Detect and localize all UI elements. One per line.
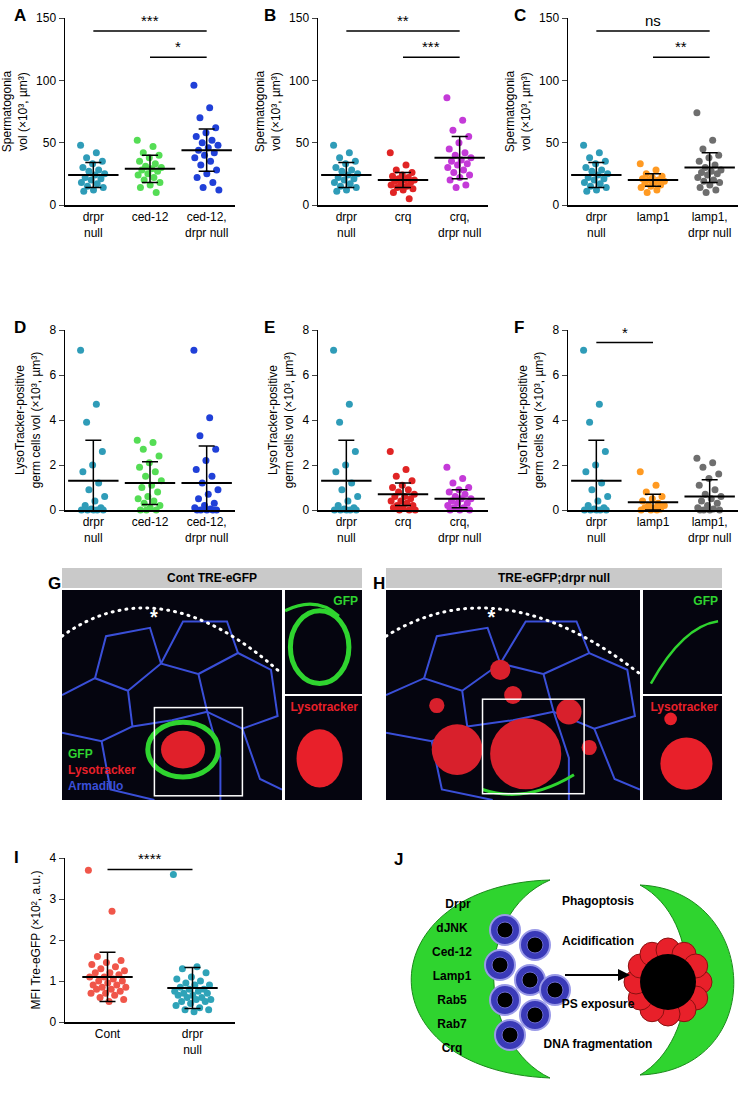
svg-text:ced-12,drpr null: ced-12,drpr null [185, 515, 228, 545]
svg-text:Rab7: Rab7 [437, 1017, 467, 1031]
svg-text:LysoTracker-positivegerm cells: LysoTracker-positivegerm cells vol (×10³… [266, 352, 296, 489]
svg-text:J: J [394, 850, 403, 869]
svg-text:0: 0 [552, 503, 559, 517]
svg-text:DNA fragmentation: DNA fragmentation [544, 1037, 653, 1051]
svg-text:lamp1,drpr null: lamp1,drpr null [688, 210, 731, 240]
svg-text:100: 100 [539, 74, 559, 88]
svg-text:0: 0 [302, 198, 309, 212]
svg-text:Spermatogoniavol (×10³, µm³): Spermatogoniavol (×10³, µm³) [0, 70, 30, 152]
svg-text:150: 150 [36, 11, 56, 25]
svg-text:ced-12: ced-12 [132, 515, 169, 529]
svg-text:4: 4 [302, 413, 309, 427]
svg-text:drprnull: drprnull [83, 515, 104, 545]
svg-text:Acidification: Acidification [562, 934, 634, 948]
svg-text:Rab5: Rab5 [437, 993, 467, 1007]
svg-text:Lamp1: Lamp1 [433, 969, 472, 983]
svg-text:**: ** [397, 12, 409, 29]
svg-text:Lysotracker: Lysotracker [68, 763, 136, 777]
svg-text:150: 150 [289, 11, 309, 25]
svg-text:C: C [514, 6, 526, 25]
svg-text:crq: crq [395, 210, 412, 224]
svg-text:6: 6 [302, 368, 309, 382]
svg-text:drprnull: drprnull [83, 210, 104, 240]
svg-text:Cont: Cont [95, 1027, 121, 1041]
svg-text:0: 0 [552, 198, 559, 212]
svg-text:LysoTracker-positivegerm cells: LysoTracker-positivegerm cells vol (×10³… [516, 352, 546, 489]
svg-text:0: 0 [49, 503, 56, 517]
svg-text:100: 100 [289, 74, 309, 88]
svg-text:***: *** [422, 38, 440, 55]
svg-text:H: H [373, 574, 385, 593]
svg-text:Spermatogoniavol (×10³, µm³): Spermatogoniavol (×10³, µm³) [253, 70, 283, 152]
svg-text:Lysotracker: Lysotracker [650, 700, 718, 714]
svg-text:B: B [264, 6, 276, 25]
svg-text:Lysotracker: Lysotracker [290, 700, 358, 714]
svg-text:2: 2 [49, 933, 56, 947]
svg-text:4: 4 [49, 413, 56, 427]
svg-text:0: 0 [49, 198, 56, 212]
svg-text:50: 50 [296, 136, 310, 150]
svg-text:LysoTracker-positivegerm cells: LysoTracker-positivegerm cells vol (×10³… [13, 352, 43, 489]
svg-text:lamp1,drpr null: lamp1,drpr null [688, 515, 731, 545]
svg-text:***: *** [141, 12, 159, 29]
svg-text:Armadillo: Armadillo [68, 779, 123, 793]
svg-text:D: D [14, 318, 26, 337]
svg-text:TRE-eGFP;drpr null: TRE-eGFP;drpr null [498, 571, 610, 585]
svg-text:4: 4 [552, 413, 559, 427]
svg-text:I: I [14, 848, 19, 867]
svg-text:lamp1: lamp1 [637, 515, 670, 529]
svg-text:G: G [48, 574, 61, 593]
svg-text:Phagoptosis: Phagoptosis [562, 894, 634, 908]
svg-text:crq,drpr null: crq,drpr null [438, 515, 481, 545]
svg-text:drprnull: drprnull [336, 210, 357, 240]
svg-text:2: 2 [302, 458, 309, 472]
svg-text:2: 2 [49, 458, 56, 472]
svg-text:A: A [14, 6, 26, 25]
svg-text:ced-12: ced-12 [132, 210, 169, 224]
svg-text:150: 150 [539, 11, 559, 25]
svg-text:F: F [514, 318, 524, 337]
svg-text:E: E [264, 318, 275, 337]
svg-text:dJNK: dJNK [436, 921, 468, 935]
svg-text:Crq: Crq [442, 1041, 463, 1055]
svg-text:8: 8 [49, 323, 56, 337]
svg-text:drprnull: drprnull [586, 210, 607, 240]
svg-text:*: * [622, 324, 628, 341]
svg-text:6: 6 [552, 368, 559, 382]
svg-text:8: 8 [552, 323, 559, 337]
svg-text:Drpr: Drpr [445, 897, 471, 911]
svg-text:4: 4 [49, 851, 56, 865]
svg-text:**: ** [675, 38, 687, 55]
svg-text:8: 8 [302, 323, 309, 337]
svg-text:drprnull: drprnull [336, 515, 357, 545]
svg-text:100: 100 [36, 74, 56, 88]
svg-text:2: 2 [552, 458, 559, 472]
svg-text:Spermatogoniavol (×10³, µm³): Spermatogoniavol (×10³, µm³) [503, 70, 533, 152]
svg-text:lamp1: lamp1 [637, 210, 670, 224]
svg-text:Ced-12: Ced-12 [432, 945, 472, 959]
svg-text:0: 0 [49, 1015, 56, 1029]
svg-text:crq: crq [395, 515, 412, 529]
svg-text:0: 0 [302, 503, 309, 517]
svg-text:ced-12,drpr null: ced-12,drpr null [185, 210, 228, 240]
svg-text:50: 50 [546, 136, 560, 150]
svg-text:*: * [150, 606, 158, 628]
svg-text:*: * [175, 38, 181, 55]
svg-text:drprnull: drprnull [586, 515, 607, 545]
svg-text:50: 50 [43, 136, 57, 150]
svg-text:*: * [488, 606, 496, 628]
svg-text:GFP: GFP [333, 594, 358, 608]
svg-text:Cont TRE-eGFP: Cont TRE-eGFP [167, 571, 257, 585]
svg-text:****: **** [138, 850, 162, 867]
svg-text:drprnull: drprnull [182, 1027, 203, 1057]
svg-text:MFI Tre-eGFP (×10², a.u.): MFI Tre-eGFP (×10², a.u.) [29, 871, 43, 1010]
svg-text:GFP: GFP [68, 747, 93, 761]
svg-text:ns: ns [645, 12, 661, 29]
svg-text:1: 1 [49, 974, 56, 988]
svg-text:crq,drpr null: crq,drpr null [438, 210, 481, 240]
svg-text:6: 6 [49, 368, 56, 382]
svg-text:GFP: GFP [693, 594, 718, 608]
svg-text:3: 3 [49, 892, 56, 906]
svg-text:PS exposure: PS exposure [562, 997, 635, 1011]
